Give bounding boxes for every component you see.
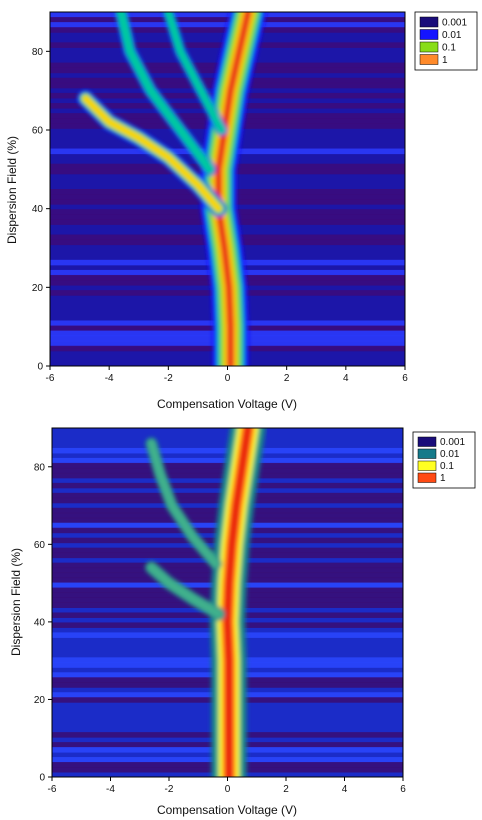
y-tick-label: 60 (34, 540, 46, 551)
x-tick-label: -2 (164, 373, 173, 384)
y-tick-label: 20 (34, 695, 46, 706)
ridge-branch-a-band (82, 95, 222, 212)
x-tick-label: 0 (225, 784, 231, 795)
ridge-branch-c-band (164, 12, 226, 135)
x-tick-label: -6 (46, 373, 55, 384)
legend-swatch (419, 41, 439, 53)
x-axis-label-top: Compensation Voltage (V) (157, 397, 297, 411)
legend-swatch (417, 448, 437, 459)
heatmap-surface-top (50, 12, 405, 366)
legend-label: 0.01 (442, 30, 462, 41)
legend-label: 0.1 (442, 43, 456, 54)
noise-row (50, 12, 405, 18)
legend-swatch (419, 29, 439, 40)
ridge-branch-b-band (146, 438, 221, 569)
y-tick-label: 40 (34, 617, 46, 628)
legend-label: 0.1 (440, 461, 454, 472)
ridge-branch-b-band (116, 12, 215, 175)
x-axis-label-bottom: Compensation Voltage (V) (157, 803, 297, 817)
legend-label: 0.01 (440, 449, 460, 460)
noise-row (50, 17, 405, 23)
x-tick-label: -4 (105, 373, 114, 384)
y-tick-label: 40 (32, 204, 44, 215)
x-tick-label: 6 (402, 373, 408, 384)
x-tick-label: -2 (165, 784, 174, 795)
y-tick-label: 0 (37, 362, 43, 373)
x-tick-label: 2 (283, 784, 289, 795)
x-tick-label: 4 (342, 784, 348, 795)
x-tick-label: 2 (284, 373, 290, 384)
legend-swatch (417, 472, 437, 483)
legend-swatch (417, 460, 437, 471)
x-tick-label: 0 (225, 373, 231, 384)
x-tick-label: -6 (48, 784, 57, 795)
legend-label: 1 (442, 55, 448, 66)
y-axis-label-top: Dispersion Field (%) (5, 136, 19, 244)
legend-label: 1 (440, 473, 446, 484)
legend-swatch (419, 16, 439, 28)
legend-swatch (417, 436, 437, 447)
y-tick-label: 0 (39, 773, 45, 784)
y-axis-label-bottom: Dispersion Field (%) (9, 548, 23, 656)
heatmap-surface-bottom (52, 428, 403, 777)
y-tick-label: 80 (34, 462, 46, 473)
x-tick-label: 4 (343, 373, 349, 384)
ridge-main-band (216, 12, 251, 366)
legend-swatch (419, 54, 439, 65)
y-tick-label: 80 (32, 47, 44, 58)
ridge-branch-a-band (146, 562, 224, 619)
ridge-main-band (225, 428, 251, 777)
legend-label: 0.001 (442, 18, 467, 29)
y-tick-label: 60 (32, 126, 44, 137)
legend-label: 0.001 (440, 437, 465, 448)
y-tick-label: 20 (32, 283, 44, 294)
x-tick-label: 6 (400, 784, 406, 795)
x-tick-label: -4 (106, 784, 115, 795)
